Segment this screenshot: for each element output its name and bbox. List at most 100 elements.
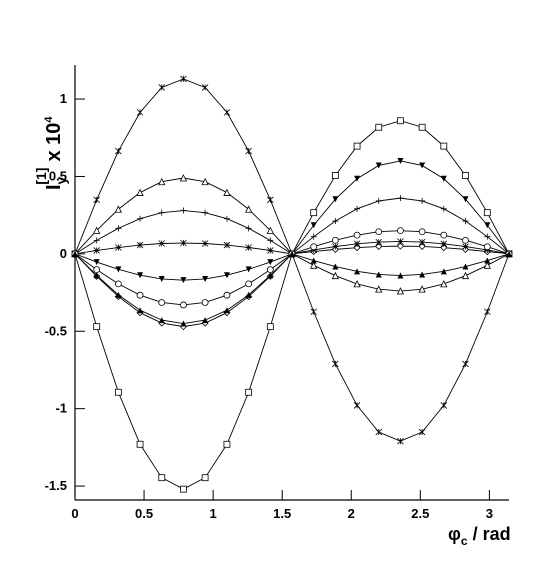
- marker: [483, 243, 491, 251]
- marker: [332, 243, 339, 250]
- marker: [396, 287, 405, 295]
- marker: [136, 188, 144, 196]
- marker: [418, 228, 426, 236]
- marker: [375, 238, 383, 246]
- x-tick-label: 0.5: [135, 506, 153, 521]
- marker: [375, 271, 382, 278]
- marker: [310, 222, 317, 229]
- marker: [115, 266, 122, 273]
- marker: [440, 240, 448, 248]
- marker: [245, 266, 252, 273]
- marker: [180, 301, 187, 309]
- marker: [158, 317, 165, 324]
- marker: [440, 142, 448, 150]
- x-tick-label: 2.5: [411, 506, 429, 521]
- marker: [354, 205, 361, 212]
- marker: [245, 388, 253, 396]
- marker: [93, 226, 101, 234]
- marker: [179, 174, 188, 182]
- marker: [158, 275, 165, 282]
- marker: [353, 244, 361, 252]
- y-tick-label: -1.5: [45, 478, 67, 493]
- marker: [158, 209, 165, 216]
- marker: [354, 268, 361, 275]
- marker: [114, 205, 123, 213]
- marker: [419, 162, 426, 169]
- marker: [310, 308, 317, 316]
- marker: [137, 215, 144, 222]
- marker: [397, 157, 404, 164]
- marker: [223, 440, 231, 448]
- marker: [397, 195, 404, 202]
- marker: [136, 109, 144, 116]
- marker: [462, 263, 469, 270]
- marker: [419, 197, 426, 204]
- marker: [201, 177, 209, 186]
- marker: [418, 242, 426, 250]
- marker: [223, 272, 230, 279]
- marker: [201, 474, 209, 482]
- marker: [267, 237, 274, 244]
- marker: [114, 388, 122, 396]
- marker: [180, 75, 187, 83]
- marker: [245, 280, 253, 288]
- x-tick-label: 0: [71, 506, 78, 521]
- marker: [375, 285, 383, 293]
- marker: [267, 272, 274, 279]
- marker: [332, 263, 339, 270]
- marker: [462, 243, 469, 250]
- marker: [418, 238, 426, 246]
- marker: [115, 225, 122, 232]
- marker: [244, 205, 253, 213]
- marker: [201, 299, 209, 306]
- marker: [440, 205, 447, 212]
- marker: [418, 428, 426, 436]
- y-tick-label: -0.5: [45, 323, 67, 338]
- marker: [114, 280, 122, 288]
- marker: [137, 307, 144, 314]
- marker: [462, 196, 469, 203]
- marker: [245, 291, 252, 298]
- marker: [353, 402, 361, 409]
- marker: [136, 291, 144, 299]
- marker: [158, 299, 166, 306]
- marker: [461, 271, 470, 280]
- marker: [223, 241, 231, 249]
- marker: [137, 272, 144, 279]
- marker: [158, 474, 166, 482]
- marker: [93, 323, 101, 331]
- marker: [310, 257, 317, 264]
- marker: [115, 244, 122, 251]
- marker: [223, 291, 231, 299]
- marker: [375, 428, 383, 436]
- marker: [484, 233, 491, 240]
- marker: [115, 291, 122, 298]
- marker: [440, 402, 448, 409]
- marker: [267, 259, 274, 266]
- marker: [483, 209, 491, 217]
- marker: [354, 175, 361, 182]
- marker: [375, 162, 382, 169]
- marker: [115, 147, 122, 155]
- marker: [375, 197, 382, 204]
- marker: [353, 231, 361, 239]
- marker: [397, 272, 404, 279]
- marker: [201, 240, 209, 247]
- marker: [397, 437, 404, 445]
- marker: [396, 242, 404, 250]
- marker: [418, 285, 426, 293]
- marker: [136, 241, 144, 249]
- marker: [353, 240, 361, 248]
- marker: [180, 277, 187, 284]
- marker: [180, 320, 187, 327]
- marker: [202, 209, 209, 216]
- marker: [93, 259, 100, 266]
- marker: [462, 172, 469, 179]
- marker: [223, 188, 231, 196]
- x-tick-label: 3: [486, 506, 493, 521]
- marker: [440, 231, 448, 239]
- marker: [484, 257, 491, 264]
- marker: [223, 109, 231, 116]
- marker: [266, 226, 274, 234]
